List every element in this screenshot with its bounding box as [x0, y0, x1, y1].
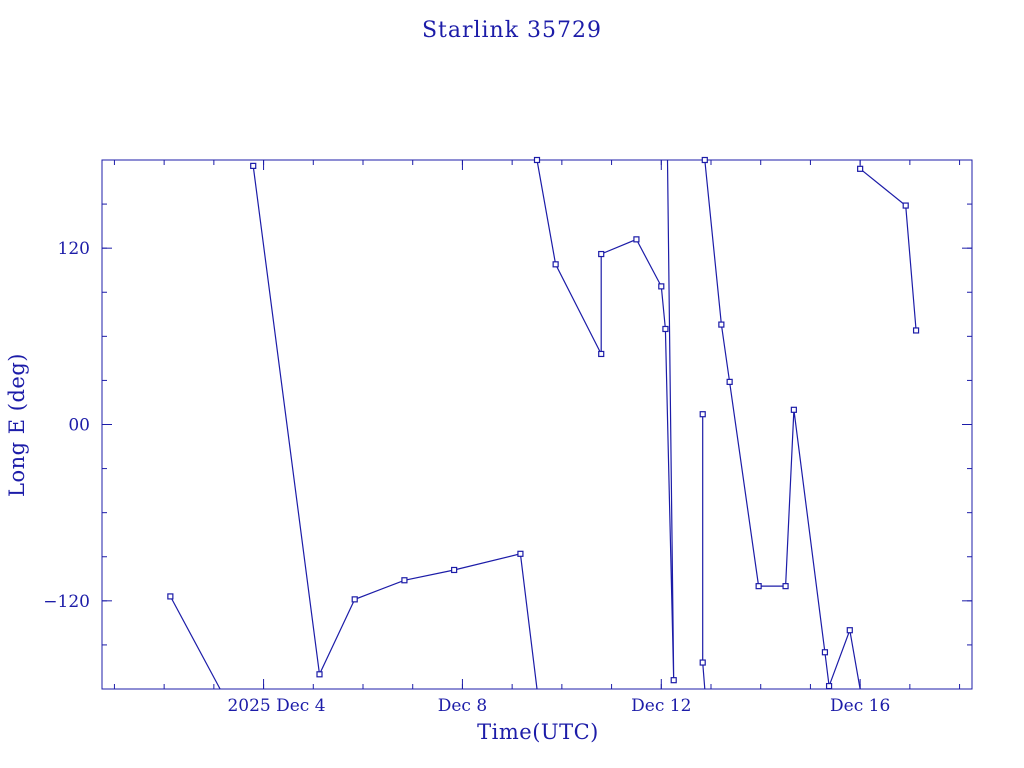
- chart-title: Starlink 35729: [422, 18, 602, 43]
- data-point: [699, 659, 706, 666]
- data-point: [658, 283, 665, 290]
- y-tick-labels: 120 00 −120: [43, 239, 90, 612]
- data-point: [701, 156, 708, 164]
- series-lines: [169, 159, 917, 690]
- data-point: [451, 566, 458, 574]
- data-point: [718, 321, 725, 328]
- data-point: [662, 325, 669, 333]
- data-point: [755, 583, 762, 590]
- series-line: [702, 414, 706, 690]
- x-tick-label: Dec 12: [631, 696, 691, 716]
- data-point: [533, 156, 541, 164]
- y-tick-label: −120: [43, 592, 90, 612]
- data-point: [699, 411, 706, 418]
- data-point: [316, 671, 323, 678]
- minor-ticks: [102, 160, 972, 689]
- x-tick-label: Dec 8: [438, 696, 487, 716]
- data-point: [912, 327, 920, 334]
- series-line: [704, 159, 861, 690]
- plot-frame: [101, 159, 973, 690]
- data-point: [552, 261, 559, 268]
- series-line: [536, 159, 675, 681]
- data-point: [167, 593, 174, 600]
- x-axis-label: Time(UTC): [477, 720, 599, 744]
- data-point: [857, 165, 864, 172]
- data-point: [633, 236, 640, 243]
- data-point: [598, 250, 605, 258]
- data-point: [790, 406, 797, 413]
- data-point: [726, 378, 733, 385]
- series-line: [252, 165, 538, 690]
- data-point: [825, 682, 833, 690]
- data-point: [401, 577, 408, 584]
- data-point: [517, 550, 524, 557]
- data-point: [782, 583, 789, 590]
- y-tick-label: 00: [68, 416, 90, 436]
- x-tick-label: Dec 16: [830, 696, 890, 716]
- x-tick-label: 2025 Dec 4: [227, 696, 325, 716]
- major-ticks: [102, 160, 972, 689]
- x-tick-labels: 2025 Dec 4 Dec 8 Dec 12 Dec 16: [227, 696, 890, 716]
- data-point: [598, 350, 605, 358]
- data-point: [351, 596, 358, 603]
- y-axis-label: Long E (deg): [5, 353, 29, 497]
- data-point: [250, 162, 257, 169]
- series-line: [169, 596, 221, 690]
- series-markers: [167, 156, 920, 690]
- data-point: [821, 649, 829, 656]
- data-point: [670, 677, 677, 684]
- data-point: [846, 627, 853, 634]
- y-tick-label: 120: [58, 239, 90, 259]
- data-point: [902, 202, 909, 209]
- series-line: [859, 168, 917, 331]
